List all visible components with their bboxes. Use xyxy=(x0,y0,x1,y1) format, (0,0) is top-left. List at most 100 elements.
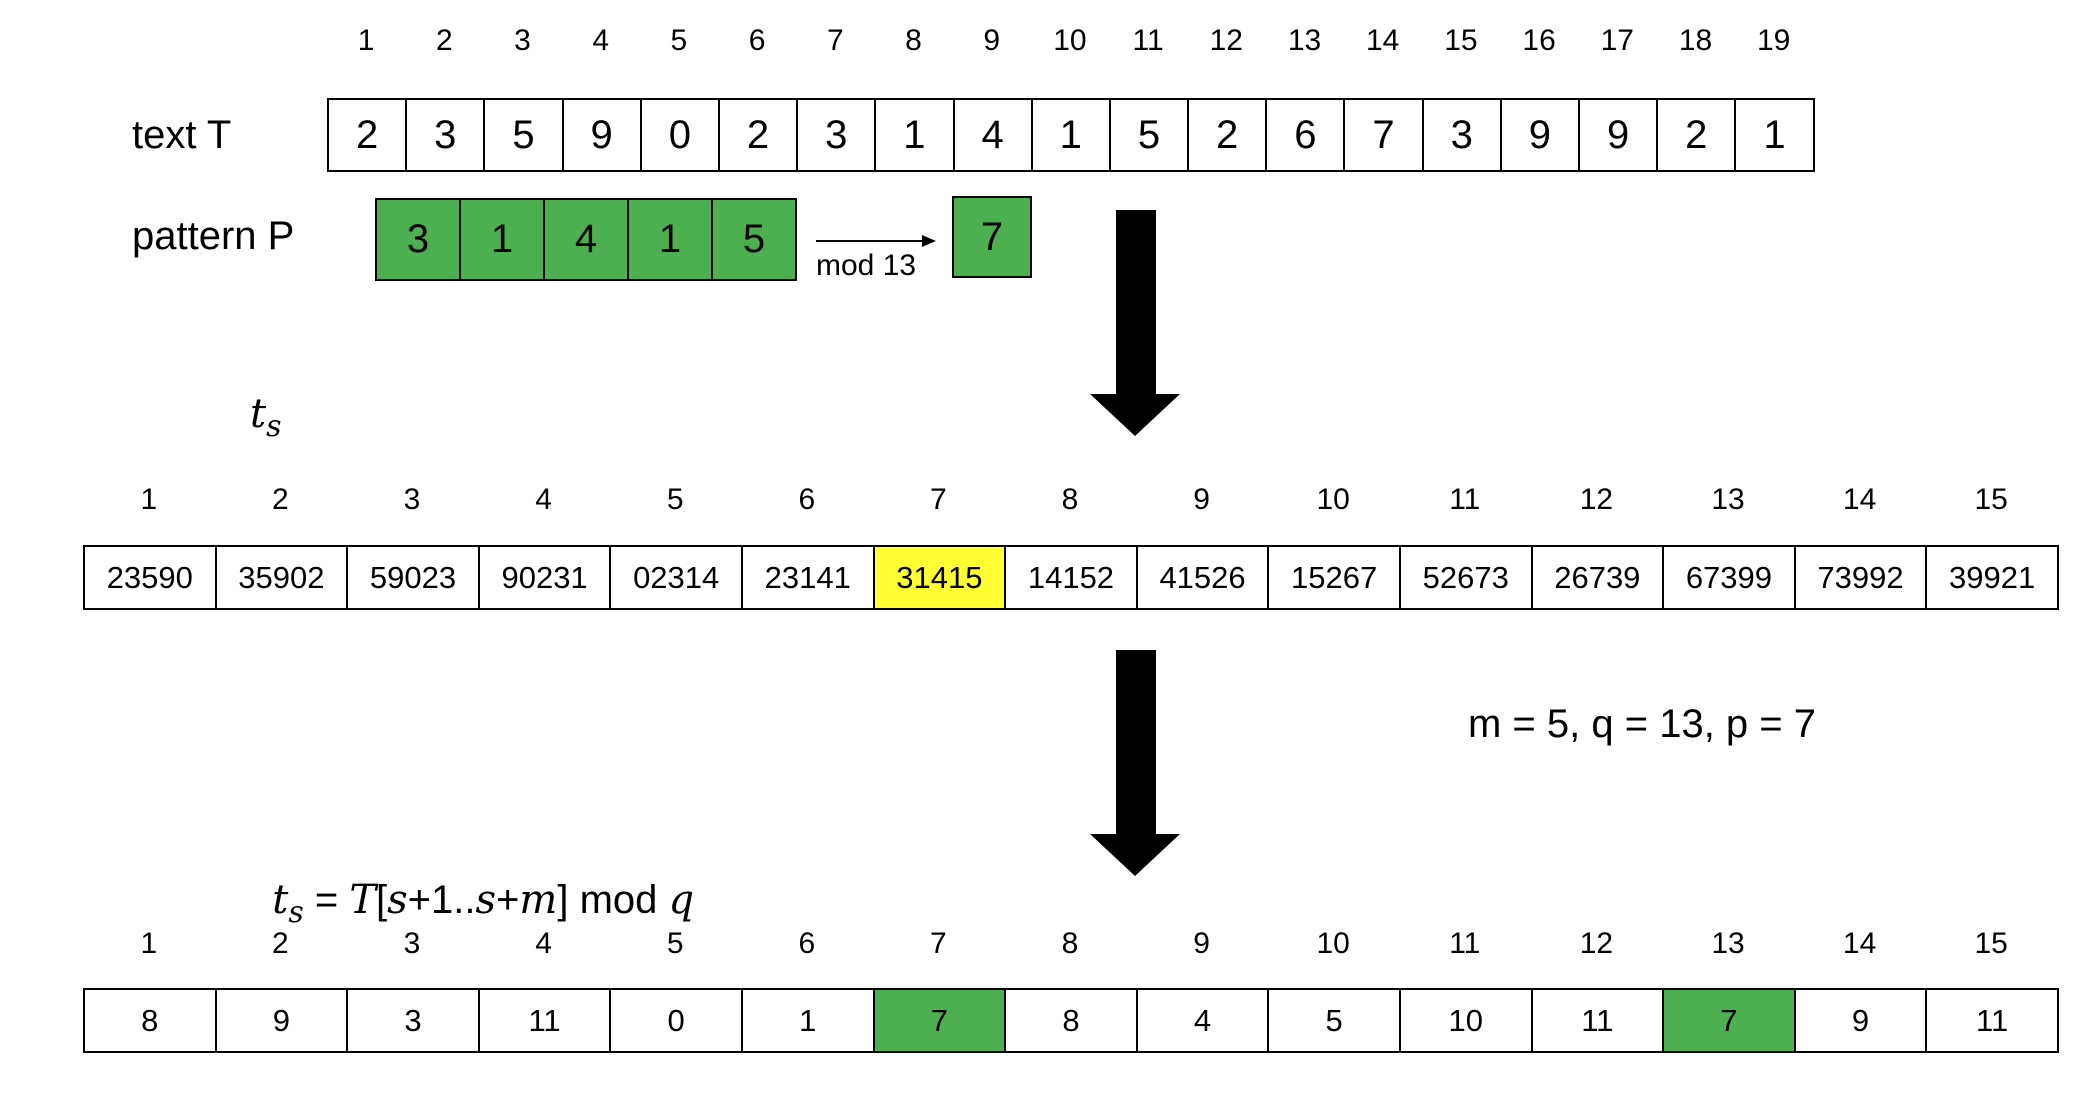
mod-cell: 11 xyxy=(1925,988,2059,1053)
ts-index: 3 xyxy=(403,483,421,516)
ts-cell: 35902 xyxy=(214,545,349,610)
ts-index: 12 xyxy=(1579,483,1614,516)
text-cell: 2 xyxy=(1187,98,1268,172)
text-index: 10 xyxy=(1053,24,1087,57)
text-cell: 9 xyxy=(561,98,642,172)
text-cell: 3 xyxy=(405,98,486,172)
formula-eq: = xyxy=(303,878,350,922)
ts-label: ts xyxy=(250,392,281,449)
text-index: 12 xyxy=(1209,24,1243,57)
pattern-label: pattern P xyxy=(132,214,295,258)
mod-cell: 4 xyxy=(1135,988,1270,1053)
text-index: 16 xyxy=(1522,24,1556,57)
ts-cell: 73992 xyxy=(1793,545,1928,610)
text-cell: 7 xyxy=(1343,98,1424,172)
ts-cell: 15267 xyxy=(1267,545,1401,610)
mod-index: 7 xyxy=(930,927,947,960)
pattern-cell: 1 xyxy=(459,198,545,281)
mod-index: 9 xyxy=(1193,927,1210,960)
mod-index: 13 xyxy=(1711,927,1745,960)
ts-index: 15 xyxy=(1974,483,2008,516)
mod-cell: 11 xyxy=(477,988,612,1053)
formula: ts = T[s+1..s+m] mod q xyxy=(250,834,694,935)
ts-cell: 90231 xyxy=(477,545,612,610)
ts-cell: 14152 xyxy=(1004,545,1138,610)
formula-plus1: +1.. xyxy=(407,878,476,922)
mod-index: 4 xyxy=(535,927,552,960)
text-index: 2 xyxy=(435,24,453,57)
formula-s1: s xyxy=(387,877,408,923)
text-index: 17 xyxy=(1600,24,1634,57)
text-cell: 1 xyxy=(874,98,955,172)
ts-label-main: t xyxy=(250,391,267,437)
text-index: 18 xyxy=(1678,24,1713,57)
text-index: 8 xyxy=(905,24,922,57)
text-index: 1 xyxy=(357,24,375,57)
mod-index: 14 xyxy=(1842,927,1877,960)
mod-index: 12 xyxy=(1579,927,1614,960)
text-index: 4 xyxy=(592,24,610,57)
formula-bracket-close: ] xyxy=(557,878,569,922)
formula-m: m xyxy=(519,877,558,923)
text-cell: 5 xyxy=(483,98,564,172)
text-index: 15 xyxy=(1444,24,1478,57)
text-cell: 6 xyxy=(1265,98,1346,172)
formula-plus: + xyxy=(496,878,520,922)
formula-T: T xyxy=(349,877,376,923)
formula-mod: mod xyxy=(568,878,669,922)
mod-index: 8 xyxy=(1061,927,1079,960)
ts-cell: 52673 xyxy=(1398,545,1533,610)
formula-t: t xyxy=(272,877,289,923)
ts-index: 11 xyxy=(1449,483,1481,516)
ts-index: 4 xyxy=(535,483,552,516)
mod-cell: 11 xyxy=(1530,988,1665,1053)
mod-index: 15 xyxy=(1974,927,2008,960)
mod-row: 8 9 3 11 0 1 7 8 4 5 10 11 7 9 11 xyxy=(83,988,2059,1053)
ts-cell: 26739 xyxy=(1530,545,1665,610)
text-index: 13 xyxy=(1287,24,1322,57)
ts-index: 14 xyxy=(1842,483,1877,516)
mod-index: 11 xyxy=(1449,927,1481,960)
text-cell: 3 xyxy=(796,98,877,172)
mod-cell: 8 xyxy=(83,988,217,1053)
text-cell: 4 xyxy=(952,98,1033,172)
ts-index: 1 xyxy=(140,483,158,516)
pattern-cell: 4 xyxy=(543,198,629,281)
text-index: 11 xyxy=(1132,24,1164,57)
down-arrow-2 xyxy=(1090,650,1180,876)
mod-index: 3 xyxy=(403,927,421,960)
mod-index: 6 xyxy=(798,927,816,960)
text-index: 19 xyxy=(1757,24,1791,57)
mod-index: 1 xyxy=(140,927,158,960)
ts-index: 9 xyxy=(1193,483,1210,516)
mod-cell: 7 xyxy=(1662,988,1796,1053)
text-index: 9 xyxy=(983,24,1001,57)
mod-cell: 1 xyxy=(740,988,875,1053)
ts-index: 5 xyxy=(666,483,684,516)
mod-cell: 9 xyxy=(1793,988,1928,1053)
text-index: 6 xyxy=(748,24,766,57)
text-index: 7 xyxy=(826,24,844,57)
ts-label-sub: s xyxy=(266,409,282,444)
params-text: m = 5, q = 13, p = 7 xyxy=(1468,702,1817,746)
pattern-cell: 3 xyxy=(375,198,461,281)
text-cell: 3 xyxy=(1421,98,1502,172)
mod-cell: 8 xyxy=(1004,988,1138,1053)
text-cell: 1 xyxy=(1734,98,1815,172)
ts-cell: 23141 xyxy=(740,545,875,610)
ts-cell: 23590 xyxy=(83,545,217,610)
mod-index: 5 xyxy=(666,927,684,960)
ts-index: 6 xyxy=(798,483,816,516)
mod-cell: 9 xyxy=(214,988,349,1053)
ts-index: 2 xyxy=(272,483,289,516)
mod-index: 2 xyxy=(272,927,289,960)
mod-cell: 10 xyxy=(1398,988,1533,1053)
text-index: 3 xyxy=(514,24,531,57)
ts-row: 23590 35902 59023 90231 02314 23141 31415 14152… xyxy=(83,545,2059,610)
text-cell: 1 xyxy=(1030,98,1111,172)
mod-cell: 3 xyxy=(346,988,480,1053)
text-index: 14 xyxy=(1366,24,1400,57)
text-index: 5 xyxy=(670,24,688,57)
ts-cell: 02314 xyxy=(609,545,743,610)
